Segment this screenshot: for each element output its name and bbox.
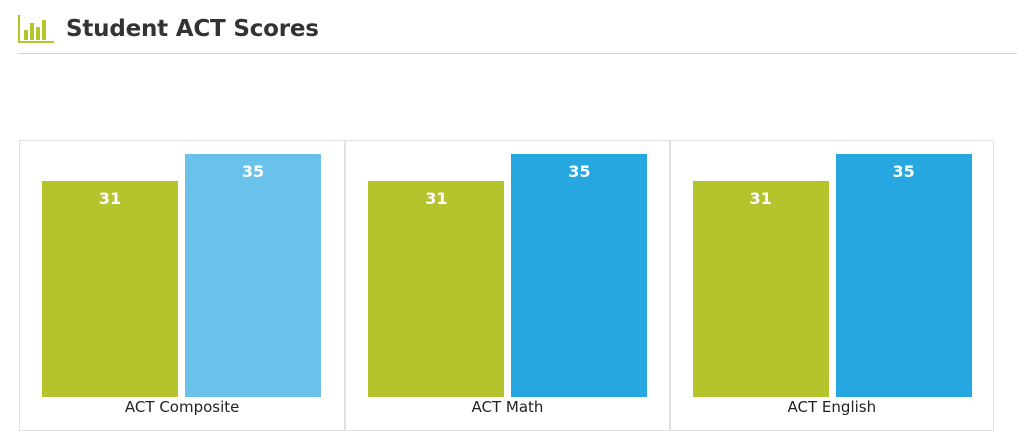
chart-panel-composite: 31 35 ACT Composite bbox=[20, 141, 344, 430]
max-score-bar: 35 bbox=[185, 154, 321, 397]
page-title: Student ACT Scores bbox=[66, 16, 319, 42]
bar-value-label: 35 bbox=[892, 162, 915, 181]
bar-chart-icon bbox=[18, 15, 54, 43]
section-header: Student ACT Scores bbox=[18, 10, 1017, 54]
bar-value-label: 35 bbox=[241, 162, 265, 181]
student-score-bar: 31 bbox=[692, 181, 829, 397]
category-label: ACT Math bbox=[471, 398, 544, 416]
chart-panel-math: 31 35 ACT Math bbox=[344, 141, 668, 430]
bar-value-label: 35 bbox=[568, 162, 591, 181]
category-label: ACT English bbox=[787, 398, 877, 416]
score-charts: 31 35 ACT Composite 31 35 ACT Math 31 35… bbox=[19, 140, 994, 431]
chart-panel-english: 31 35 ACT English bbox=[668, 141, 993, 430]
student-score-bar: 31 bbox=[368, 181, 505, 397]
category-label: ACT Composite bbox=[124, 398, 240, 416]
max-score-bar: 35 bbox=[511, 154, 648, 397]
bar-value-label: 31 bbox=[425, 189, 448, 208]
max-score-bar: 35 bbox=[835, 154, 972, 397]
bar-value-label: 31 bbox=[749, 189, 772, 208]
student-score-bar: 31 bbox=[42, 181, 178, 397]
bar-value-label: 31 bbox=[98, 189, 122, 208]
header-divider bbox=[18, 53, 1017, 54]
